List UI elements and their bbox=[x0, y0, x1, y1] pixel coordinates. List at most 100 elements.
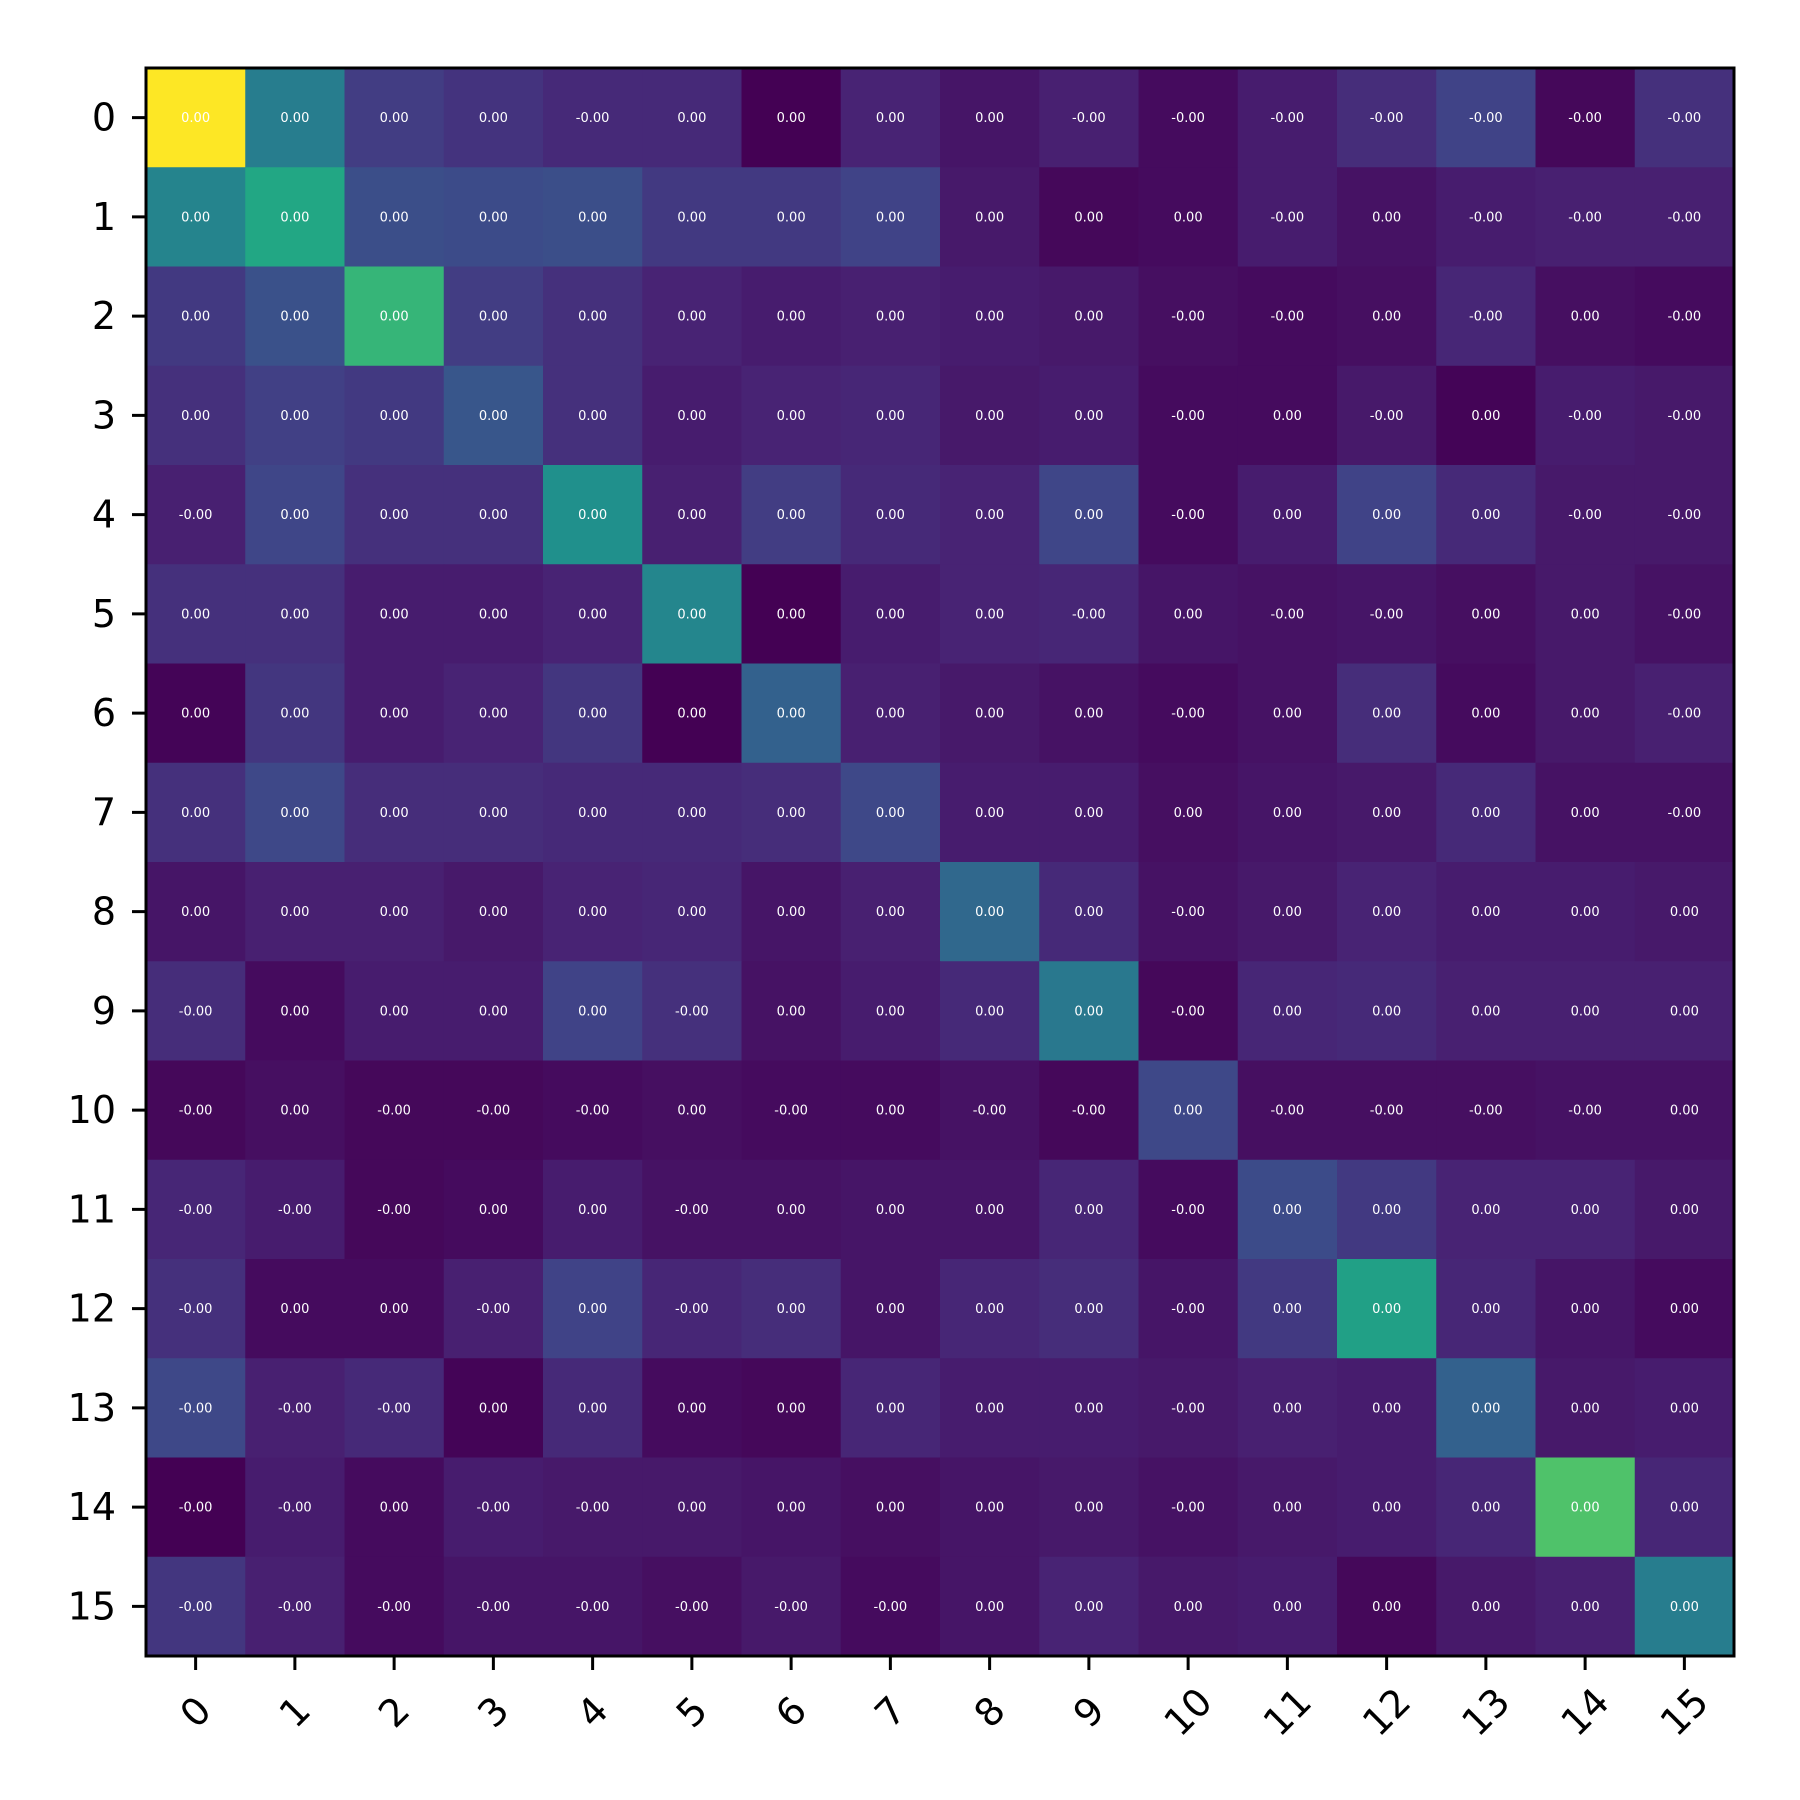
cell-value-label: 0.00 bbox=[181, 111, 210, 126]
cell-value-label: 0.00 bbox=[1571, 310, 1600, 325]
cell-value-label: 0.00 bbox=[1174, 1600, 1203, 1615]
heatmap-cell bbox=[344, 1358, 445, 1459]
heatmap-cell bbox=[741, 1556, 842, 1657]
cell-value-label: 0.00 bbox=[975, 607, 1004, 622]
cell-value-label: 0.00 bbox=[876, 607, 905, 622]
cell-value-label: 0.00 bbox=[1273, 1401, 1302, 1416]
cell-value-label: 0.00 bbox=[479, 210, 508, 225]
heatmap-cell bbox=[543, 862, 643, 962]
cell-value-label: 0.00 bbox=[1571, 607, 1600, 622]
cell-value-label: 0.00 bbox=[975, 1401, 1004, 1416]
cell-value-label: 0.00 bbox=[1670, 1600, 1699, 1615]
cell-value-label: 0.00 bbox=[1174, 210, 1203, 225]
heatmap-cell bbox=[543, 564, 643, 665]
cell-value-label: 0.00 bbox=[876, 707, 905, 722]
heatmap-cell bbox=[1337, 365, 1437, 466]
heatmap-cell bbox=[940, 862, 1040, 962]
heatmap-cell bbox=[642, 365, 743, 466]
heatmap-cell bbox=[840, 663, 941, 764]
cell-value-label: 0.00 bbox=[1571, 905, 1600, 920]
heatmap-cell bbox=[344, 762, 445, 863]
cell-value-label: 0.00 bbox=[876, 508, 905, 523]
cell-value-label: 0.00 bbox=[1074, 1203, 1103, 1218]
heatmap-cell bbox=[344, 365, 445, 466]
heatmap-cell bbox=[642, 1060, 743, 1161]
heatmap-cell bbox=[1039, 1159, 1140, 1260]
cell-value-label: -0.00 bbox=[477, 1501, 511, 1516]
heatmap-cell bbox=[1039, 1556, 1140, 1657]
heatmap-cell bbox=[840, 862, 941, 962]
y-tick-label: 7 bbox=[92, 790, 116, 834]
heatmap-cell bbox=[245, 1556, 346, 1657]
heatmap-cell bbox=[1138, 1457, 1239, 1558]
heatmap-cell bbox=[1535, 167, 1636, 268]
cell-value-label: -0.00 bbox=[477, 1302, 511, 1317]
heatmap-cell bbox=[443, 762, 544, 863]
heatmap-cell bbox=[1237, 564, 1338, 665]
heatmap-cell bbox=[741, 762, 842, 863]
cell-value-label: 0.00 bbox=[1074, 210, 1103, 225]
heatmap-cell bbox=[1436, 762, 1537, 863]
heatmap-cell bbox=[543, 1556, 643, 1657]
heatmap-cell bbox=[1039, 1358, 1140, 1459]
heatmap-cell bbox=[1337, 663, 1437, 764]
cell-value-label: -0.00 bbox=[874, 1600, 908, 1615]
heatmap-cell bbox=[1237, 961, 1338, 1062]
cell-value-label: 0.00 bbox=[380, 409, 409, 424]
cell-value-label: 0.00 bbox=[380, 111, 409, 126]
heatmap-cell bbox=[1436, 564, 1537, 665]
cell-value-label: -0.00 bbox=[1171, 111, 1205, 126]
cell-value-label: 0.00 bbox=[479, 409, 508, 424]
heatmap-cell bbox=[741, 961, 842, 1062]
heatmap-cell bbox=[840, 365, 941, 466]
cell-value-label: 0.00 bbox=[1471, 607, 1500, 622]
heatmap-cell bbox=[1337, 1259, 1437, 1359]
heatmap-cell bbox=[245, 465, 346, 565]
cell-value-label: 0.00 bbox=[975, 707, 1004, 722]
heatmap-cell bbox=[1436, 961, 1537, 1062]
cell-value-label: 0.00 bbox=[777, 111, 806, 126]
cell-value-label: 0.00 bbox=[876, 1004, 905, 1019]
cell-value-label: -0.00 bbox=[1171, 508, 1205, 523]
cell-value-label: 0.00 bbox=[380, 1501, 409, 1516]
heatmap-cell bbox=[1039, 762, 1140, 863]
cell-value-label: -0.00 bbox=[278, 1401, 312, 1416]
heatmap-cell bbox=[1535, 1556, 1636, 1657]
heatmap-cell bbox=[840, 1159, 941, 1260]
cell-value-label: -0.00 bbox=[1668, 707, 1702, 722]
cell-value-label: -0.00 bbox=[179, 1501, 213, 1516]
heatmap-cell bbox=[1237, 167, 1338, 268]
x-tick-label: 9 bbox=[1065, 1688, 1113, 1736]
cell-value-label: 0.00 bbox=[1074, 1004, 1103, 1019]
heatmap-cell bbox=[344, 465, 445, 565]
cell-value-label: 0.00 bbox=[1372, 1302, 1401, 1317]
heatmap-cell bbox=[642, 961, 743, 1062]
heatmap-cell bbox=[146, 1259, 246, 1359]
cell-value-label: 0.00 bbox=[975, 111, 1004, 126]
cell-value-label: 0.00 bbox=[181, 607, 210, 622]
heatmap-cell bbox=[1436, 167, 1537, 268]
cell-value-label: 0.00 bbox=[578, 409, 607, 424]
heatmap-cell bbox=[443, 167, 544, 268]
heatmap-cell bbox=[940, 1159, 1040, 1260]
cell-value-label: -0.00 bbox=[1171, 1203, 1205, 1218]
cell-value-label: 0.00 bbox=[280, 707, 309, 722]
cell-value-label: 0.00 bbox=[280, 310, 309, 325]
cell-value-label: 0.00 bbox=[1471, 1501, 1500, 1516]
heatmap-cell bbox=[1436, 1457, 1537, 1558]
heatmap-cell bbox=[940, 365, 1040, 466]
cell-value-label: -0.00 bbox=[1072, 607, 1106, 622]
heatmap-cell bbox=[245, 1358, 346, 1459]
cell-value-label: -0.00 bbox=[1271, 607, 1305, 622]
cell-value-label: 0.00 bbox=[1670, 1401, 1699, 1416]
cell-value-label: -0.00 bbox=[1171, 409, 1205, 424]
cell-value-label: 0.00 bbox=[479, 707, 508, 722]
cell-value-label: -0.00 bbox=[1469, 210, 1503, 225]
heatmap-cell bbox=[1436, 1159, 1537, 1260]
heatmap-cell bbox=[741, 266, 842, 367]
heatmap-cell bbox=[443, 663, 544, 764]
heatmap-cell bbox=[443, 266, 544, 367]
heatmap-cell bbox=[1634, 68, 1735, 168]
